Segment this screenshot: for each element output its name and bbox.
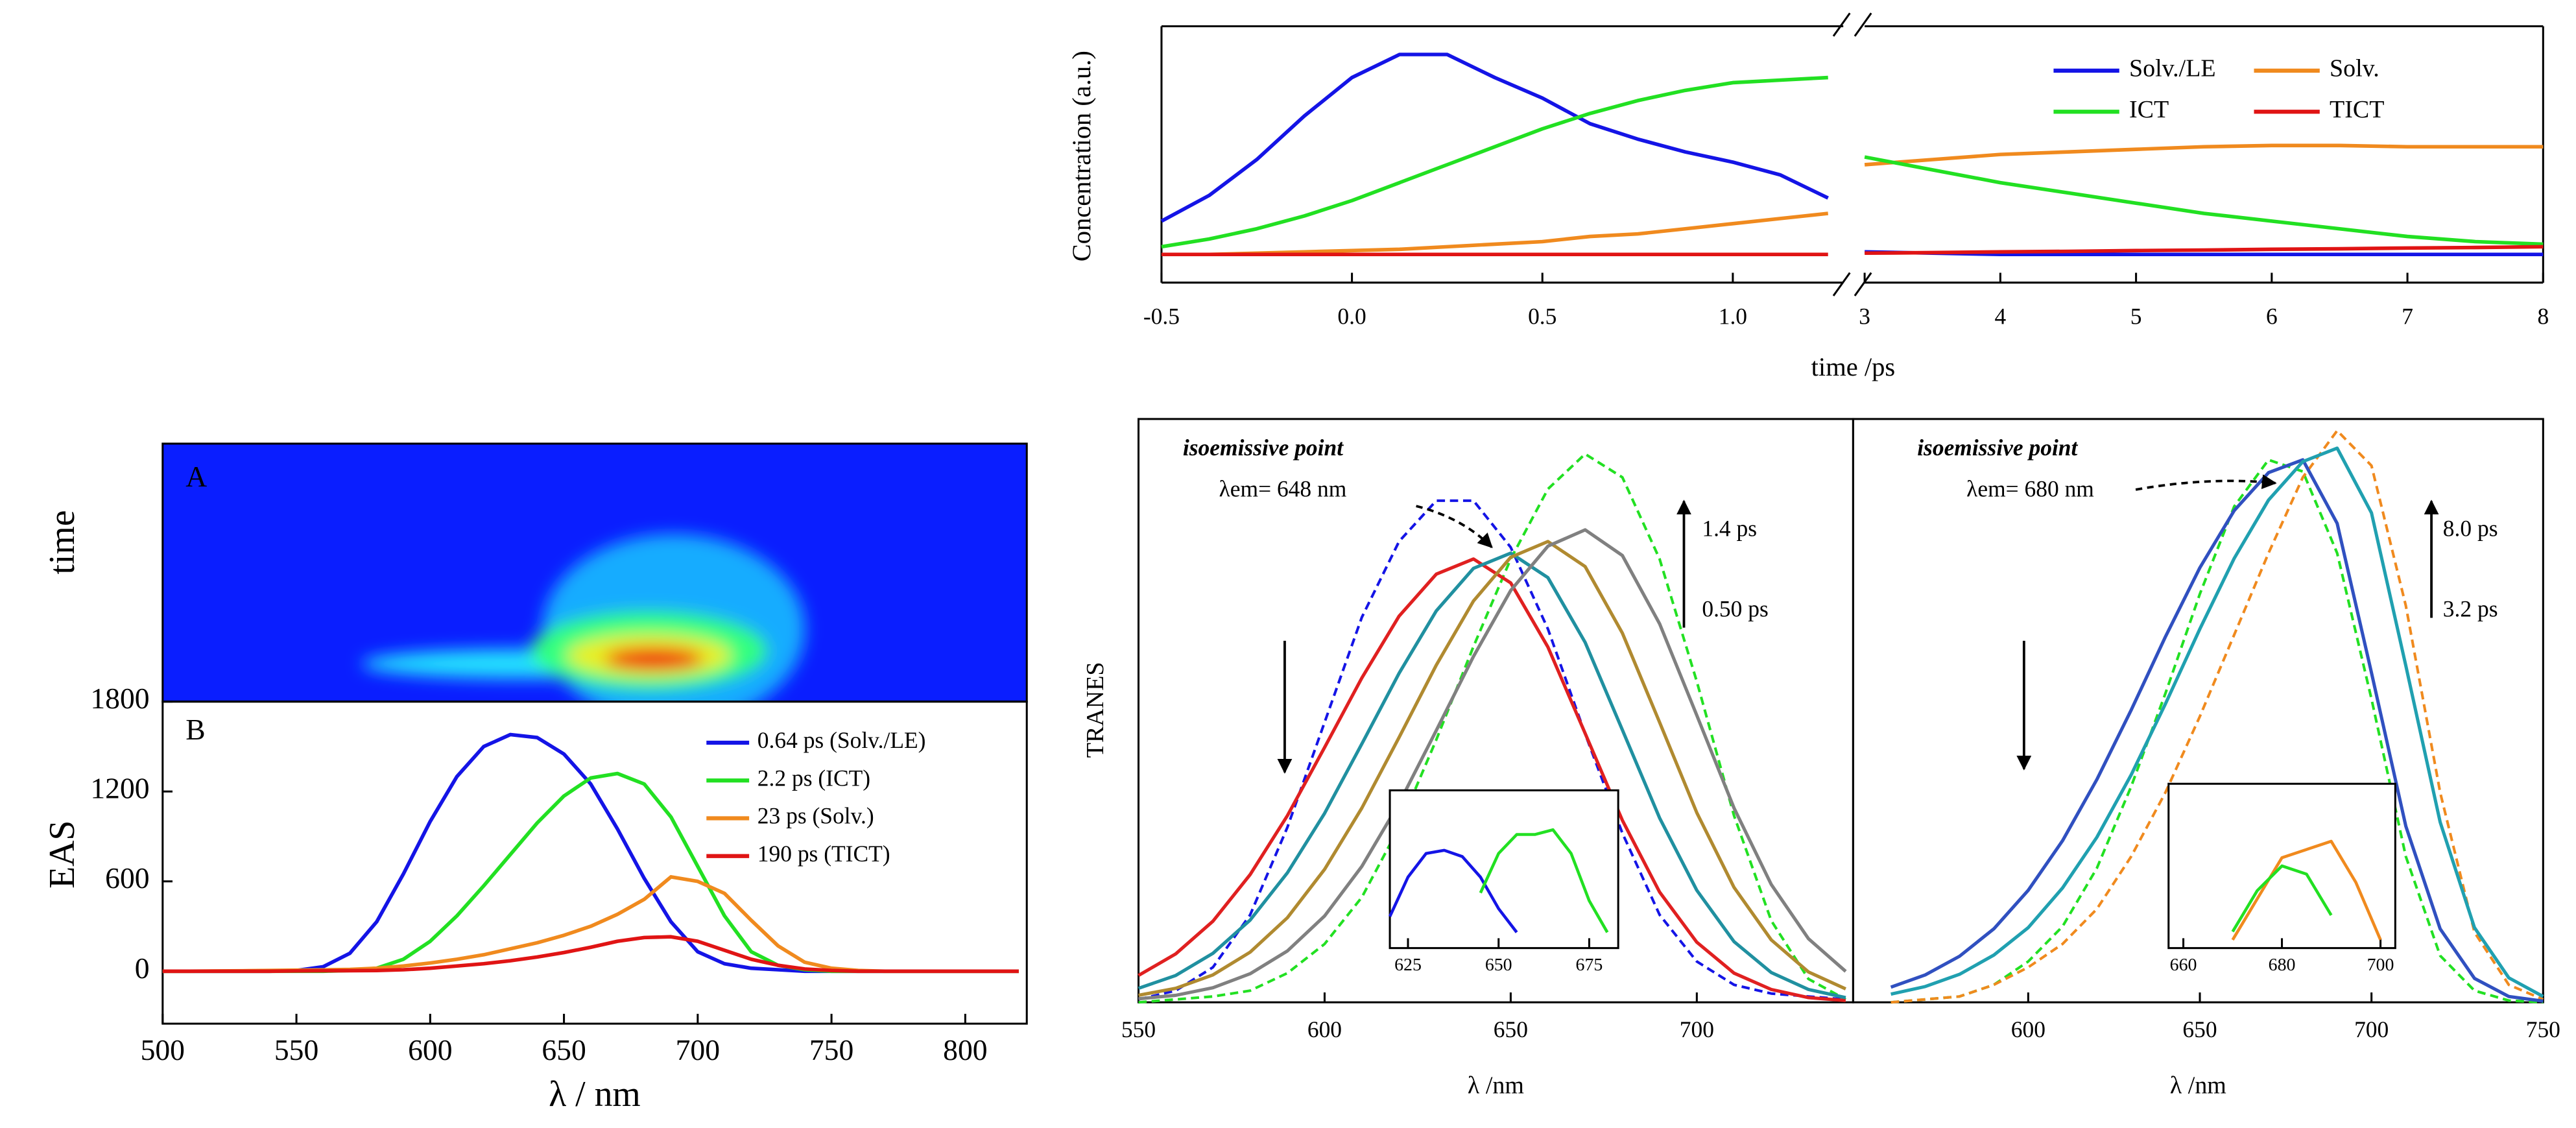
arrow-label: 8.0 ps: [2443, 515, 2498, 541]
x-tick-label: 550: [1121, 1016, 1156, 1042]
annotation-arrows: [1277, 474, 2439, 774]
tranes-line: [1890, 446, 2544, 998]
eas-line: [162, 935, 1019, 974]
x-tick-label: 6: [2266, 304, 2278, 330]
x-tick-label: 700: [2354, 1016, 2389, 1042]
legend-label: 23 ps (Solv.): [757, 803, 874, 829]
x-tick-label: 550: [274, 1033, 318, 1066]
x-tick-label: 8: [2537, 304, 2549, 330]
legend-label: Solv./LE: [2129, 55, 2216, 82]
legend-label: 0.64 ps (Solv./LE): [757, 727, 926, 753]
y-axis-label: EAS: [42, 821, 82, 889]
annotation: λem= 648 nm: [1219, 476, 1347, 502]
x-tick-label: 600: [1307, 1016, 1342, 1042]
x-tick-label: 750: [809, 1033, 853, 1066]
inset-background: [1390, 790, 1619, 948]
tranes-line: [1138, 499, 1846, 1001]
plot-frame: [1852, 418, 2544, 1003]
x-tick-label: 650: [542, 1033, 586, 1066]
x-axis-label: λ / nm: [549, 1074, 641, 1114]
y-axis-label: time: [42, 510, 82, 574]
concentration-line: [1865, 245, 2544, 256]
annotation: isoemissive point: [1183, 435, 1344, 461]
annotation: isoemissive point: [1917, 435, 2078, 461]
y-tick-label: 600: [105, 861, 149, 894]
concentration-line: [1864, 155, 2544, 246]
x-axis-label: λ /nm: [1468, 1072, 1524, 1099]
panel-label: B: [185, 713, 205, 746]
x-tick-label: 680: [2269, 955, 2296, 975]
eas-line: [162, 875, 1019, 974]
plot-frame: [1389, 789, 1619, 950]
tranes-line: [1138, 540, 1846, 997]
legend-label: TICT: [2330, 96, 2384, 123]
x-tick-label: 700: [2367, 955, 2394, 975]
x-tick-label: 625: [1394, 955, 1422, 975]
concentration-line: [1161, 211, 1829, 257]
x-tick-label: 800: [943, 1033, 987, 1066]
x-tick-label: 600: [408, 1033, 452, 1066]
inset-line: [1388, 848, 1518, 933]
arrow-label: 0.50 ps: [1702, 595, 1768, 621]
x-tick-label: -0.5: [1143, 304, 1180, 330]
concentration-line: [1160, 53, 1829, 223]
panel-label: A: [185, 460, 207, 493]
x-tick-label: 1.0: [1719, 304, 1747, 330]
x-tick-label: 700: [1680, 1016, 1714, 1042]
x-tick-label: 7: [2402, 304, 2413, 330]
axis-break: [1832, 12, 1872, 296]
inset-line: [1479, 828, 1609, 933]
plot-frame: [161, 701, 1028, 1025]
y-tick-label: 1800: [90, 682, 149, 715]
x-axis-label: λ /nm: [2170, 1072, 2226, 1099]
annotation: λem= 680 nm: [1966, 476, 2094, 502]
y-tick-label: 1200: [90, 772, 149, 805]
x-axis-label: time /ps: [1811, 352, 1895, 381]
x-tick-label: 500: [141, 1033, 185, 1066]
eas-line: [162, 732, 1019, 974]
arrow-label: 1.4 ps: [1702, 515, 1757, 541]
inset-line: [2231, 839, 2382, 941]
heatmap-image: [162, 443, 1027, 702]
x-tick-label: 5: [2130, 304, 2142, 330]
concentration-line: [1865, 250, 2544, 257]
y-tick-label: 0: [135, 952, 150, 985]
inset-line: [2231, 864, 2333, 933]
x-tick-label: 675: [1576, 955, 1603, 975]
x-tick-label: 700: [676, 1033, 720, 1066]
x-tick-label: 4: [1995, 304, 2007, 330]
tranes-line: [1138, 551, 1846, 1000]
legend-label: 2.2 ps (ICT): [757, 765, 870, 791]
x-tick-label: 650: [1494, 1016, 1528, 1042]
tranes-line: [1890, 429, 2544, 1004]
x-tick-label: 650: [2182, 1016, 2217, 1042]
tranes-line: [1138, 528, 1847, 1001]
arrow-label: 3.2 ps: [2443, 595, 2498, 621]
tranes-line: [1138, 557, 1846, 1003]
tranes-line: [1890, 458, 2544, 1003]
eas-line: [162, 771, 1019, 974]
x-tick-label: 750: [2526, 1016, 2560, 1042]
x-tick-label: 0.5: [1528, 304, 1556, 330]
y-axis-label: TRANES: [1082, 662, 1109, 758]
y-axis-label: Concentration (a.u.): [1067, 51, 1096, 261]
concentration-line: [1161, 75, 1828, 249]
legend-label: ICT: [2129, 96, 2169, 123]
x-tick-label: 660: [2170, 955, 2197, 975]
legend-label: Solv.: [2330, 55, 2379, 82]
x-tick-label: 650: [1485, 955, 1512, 975]
legend-label: 190 ps (TICT): [757, 841, 890, 867]
concentration-line: [1864, 143, 2544, 167]
x-tick-label: 600: [2011, 1016, 2045, 1042]
x-tick-label: 0.0: [1337, 304, 1366, 330]
x-tick-label: 3: [1859, 304, 1870, 330]
